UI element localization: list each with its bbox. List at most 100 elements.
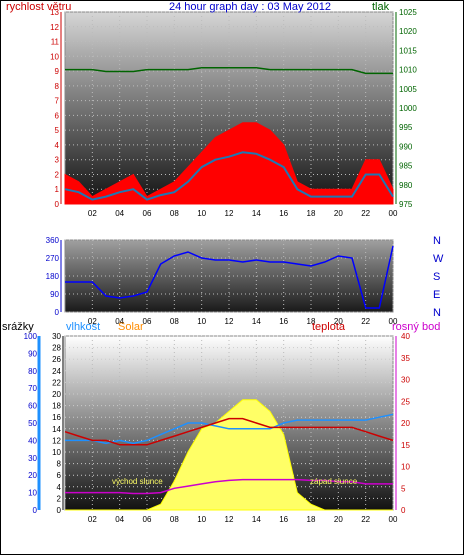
temperature-line bbox=[64, 417, 394, 446]
humidity-tick-label: 12 bbox=[52, 436, 61, 445]
direction-tick-label: 360 bbox=[46, 236, 60, 245]
wind-tick-label: 12 bbox=[50, 23, 59, 32]
pressure-tick-label: 1020 bbox=[399, 27, 417, 36]
rain-axis-label: srážky bbox=[2, 321, 34, 333]
wind-tick-label: 5 bbox=[55, 126, 60, 135]
wind-tick-label: 1 bbox=[55, 185, 60, 194]
middle-x-tick-label: 14 bbox=[252, 317, 261, 326]
pressure-tick-label: 1015 bbox=[399, 46, 417, 55]
direction-tick-label: 90 bbox=[50, 290, 59, 299]
compass-tick-label: N bbox=[433, 307, 441, 319]
top-x-tick-label: 08 bbox=[170, 209, 179, 218]
top-x-tick-label: 16 bbox=[279, 209, 288, 218]
humidity-tick-label: 0 bbox=[57, 506, 62, 515]
top-x-tick-label: 10 bbox=[197, 209, 206, 218]
humidity-tick-label: 8 bbox=[57, 460, 62, 469]
rain-tick-label: 60 bbox=[28, 402, 37, 411]
bottom-x-tick-label: 04 bbox=[115, 515, 124, 524]
pressure-tick-label: 980 bbox=[399, 181, 413, 190]
top-x-tick-label: 12 bbox=[225, 209, 234, 218]
top-x-tick-label: 04 bbox=[115, 209, 124, 218]
pressure-tick-label: 1010 bbox=[399, 66, 417, 75]
wind-tick-label: 3 bbox=[55, 156, 60, 165]
wind-tick-label: 0 bbox=[55, 200, 60, 209]
wind-tick-label: 8 bbox=[55, 82, 60, 91]
humidity-tick-label: 20 bbox=[52, 390, 61, 399]
rain-tick-label: 30 bbox=[28, 454, 37, 463]
dewpoint-line bbox=[65, 478, 393, 495]
pressure-tick-label: 985 bbox=[399, 162, 413, 171]
bottom-x-tick-label: 02 bbox=[88, 515, 97, 524]
humidity-tick-label: 4 bbox=[57, 483, 62, 492]
wind-tick-label: 6 bbox=[55, 111, 60, 120]
humidity-tick-label: 22 bbox=[52, 378, 61, 387]
middle-x-tick-label: 00 bbox=[389, 317, 398, 326]
middle-x-tick-label: 08 bbox=[170, 317, 179, 326]
humidity-tick-label: 16 bbox=[52, 413, 61, 422]
rain-tick-label: 40 bbox=[28, 436, 37, 445]
bottom-x-tick-label: 06 bbox=[143, 515, 152, 524]
middle-x-tick-label: 16 bbox=[279, 317, 288, 326]
pressure-tick-label: 995 bbox=[399, 123, 413, 132]
rain-tick-label: 100 bbox=[24, 332, 38, 341]
top-x-tick-label: 14 bbox=[252, 209, 261, 218]
rain-tick-label: 80 bbox=[28, 367, 37, 376]
middle-x-tick-label: 20 bbox=[334, 317, 343, 326]
wind-gust-area bbox=[64, 122, 394, 205]
rain-tick-label: 0 bbox=[33, 506, 38, 515]
compass-tick-label: E bbox=[433, 289, 440, 301]
wind-tick-label: 9 bbox=[55, 67, 60, 76]
humidity-line bbox=[65, 413, 394, 445]
middle-x-tick-label: 10 bbox=[197, 317, 206, 326]
rain-tick-label: 70 bbox=[28, 384, 37, 393]
humidity-tick-label: 26 bbox=[52, 355, 61, 364]
humidity-tick-label: 14 bbox=[52, 425, 61, 434]
bottom-x-tick-label: 08 bbox=[170, 515, 179, 524]
temp-tick-label: 0 bbox=[401, 506, 406, 515]
temp-tick-label: 40 bbox=[401, 332, 410, 341]
rain-tick-label: 10 bbox=[28, 489, 37, 498]
sunrise-label: východ slunce bbox=[112, 477, 163, 486]
temp-tick-label: 20 bbox=[401, 419, 410, 428]
top-x-tick-label: 20 bbox=[334, 209, 343, 218]
bottom-x-tick-label: 16 bbox=[279, 515, 288, 524]
temp-tick-label: 25 bbox=[401, 397, 410, 406]
humidity-tick-label: 2 bbox=[57, 494, 62, 503]
temp-tick-label: 5 bbox=[401, 484, 406, 493]
top-x-tick-label: 00 bbox=[389, 209, 398, 218]
bottom-x-tick-label: 22 bbox=[361, 515, 370, 524]
sunset-label: západ slunce bbox=[310, 477, 358, 486]
rain-tick-label: 50 bbox=[28, 419, 37, 428]
direction-tick-label: 180 bbox=[46, 272, 60, 281]
direction-tick-label: 270 bbox=[46, 254, 60, 263]
middle-x-tick-label: 22 bbox=[361, 317, 370, 326]
humidity-tick-label: 30 bbox=[52, 332, 61, 341]
temp-tick-label: 35 bbox=[401, 354, 410, 363]
humidity-tick-label: 18 bbox=[52, 402, 61, 411]
top-x-tick-label: 06 bbox=[143, 209, 152, 218]
top-x-tick-label: 02 bbox=[88, 209, 97, 218]
direction-tick-label: 0 bbox=[55, 308, 60, 317]
bottom-x-tick-label: 10 bbox=[197, 515, 206, 524]
wind-tick-label: 11 bbox=[51, 38, 60, 47]
pressure-line bbox=[65, 66, 393, 75]
pressure-tick-label: 1025 bbox=[399, 8, 417, 17]
humidity-tick-label: 24 bbox=[52, 367, 61, 376]
solar-area bbox=[65, 399, 393, 511]
bottom-x-tick-label: 12 bbox=[225, 515, 234, 524]
humidity-tick-label: 10 bbox=[52, 448, 61, 457]
middle-x-tick-label: 04 bbox=[115, 317, 124, 326]
wind-tick-label: 7 bbox=[55, 97, 60, 106]
humidity-tick-label: 6 bbox=[57, 471, 62, 480]
middle-x-tick-label: 06 bbox=[143, 317, 152, 326]
temp-tick-label: 30 bbox=[401, 376, 410, 385]
wind-axis-label: rychlost větru bbox=[6, 1, 71, 13]
pressure-tick-label: 1000 bbox=[399, 104, 417, 113]
bottom-x-tick-label: 18 bbox=[307, 515, 316, 524]
pressure-tick-label: 990 bbox=[399, 142, 413, 151]
compass-tick-label: W bbox=[433, 253, 444, 265]
pressure-axis-label: tlak bbox=[372, 1, 390, 13]
middle-x-tick-label: 18 bbox=[307, 317, 316, 326]
wind-direction-line bbox=[65, 245, 394, 309]
